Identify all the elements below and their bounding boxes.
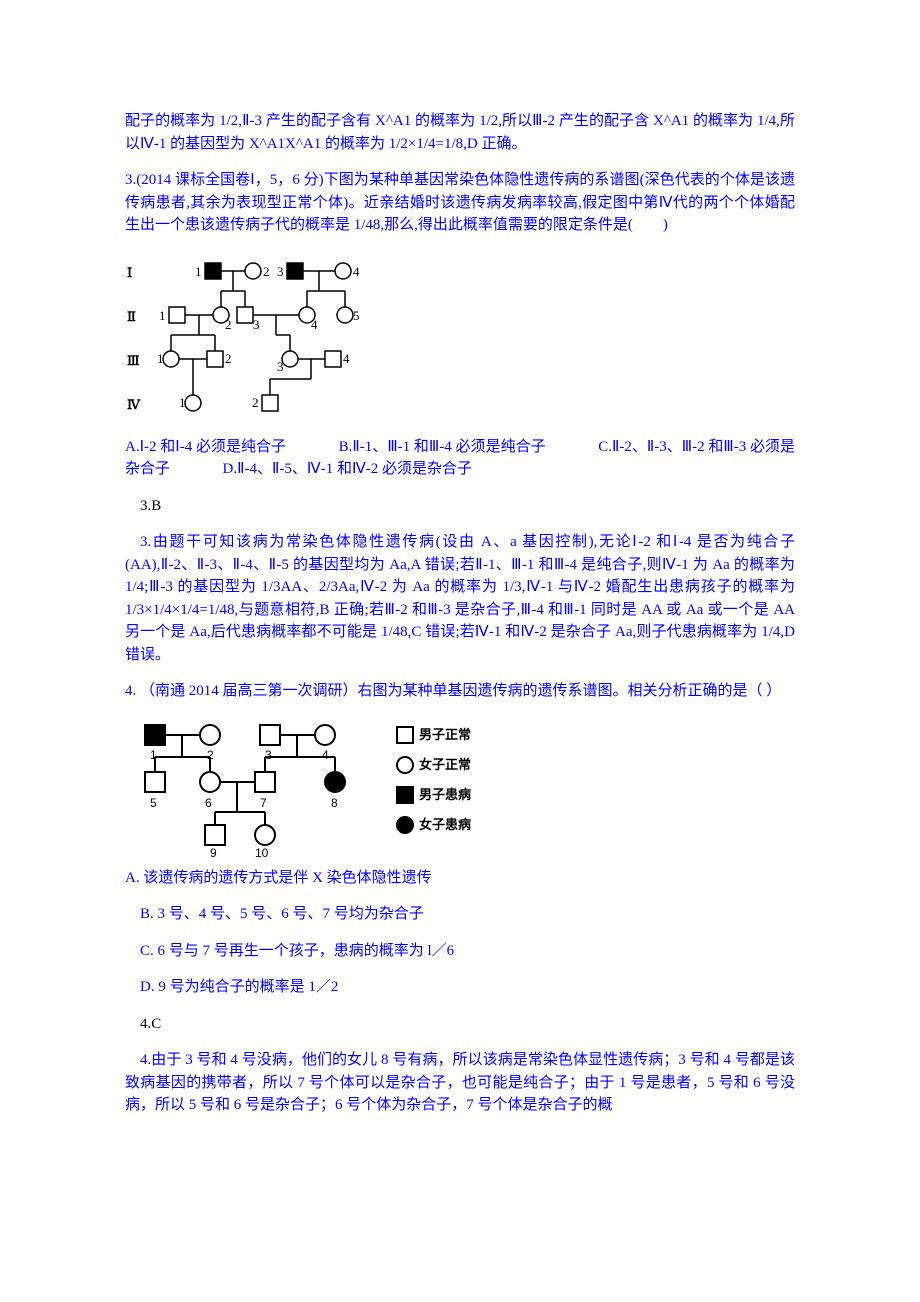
q4-explanation: 4.由于 3 号和 4 号没病，他们的女儿 8 号有病，所以该病是常染色体显性遗…: [125, 1049, 795, 1117]
q4-pedigree-wrap: 1 2 3 4 5: [125, 717, 795, 857]
q4-answer: 4.C: [125, 1013, 795, 1036]
q4-option-b-line: B. 3 号、4 号、5 号、6 号、7 号均为杂合子: [125, 903, 795, 926]
legend-label: 男子正常: [419, 725, 471, 745]
q4-option-a-line: A. 该遗传病的遗传方式是伴 X 染色体隐性遗传: [125, 867, 795, 890]
q3-option-a: A.Ⅰ-2 和Ⅰ-4 必须是纯合子: [125, 439, 286, 455]
q3-option-b: B.Ⅱ-1、Ⅲ-1 和Ⅲ-4 必须是纯合子: [339, 439, 546, 455]
legend-row-female-affected: 女子患病: [395, 815, 471, 835]
square-open-icon: [395, 725, 419, 745]
svg-text:2: 2: [225, 317, 232, 332]
svg-text:3: 3: [277, 264, 284, 279]
legend-label: 女子正常: [419, 755, 471, 775]
svg-text:3: 3: [265, 748, 272, 762]
circle-open-icon: [395, 755, 419, 775]
svg-text:4: 4: [353, 264, 360, 279]
svg-text:Ⅳ: Ⅳ: [127, 397, 141, 412]
svg-text:1: 1: [159, 308, 166, 323]
svg-text:1: 1: [195, 264, 202, 279]
q4-option-c-line: C. 6 号与 7 号再生一个孩子，患病的概率为 l／6: [125, 940, 795, 963]
q4-legend: 男子正常 女子正常 男子患病 女子患病: [395, 717, 471, 835]
svg-text:4: 4: [322, 748, 329, 762]
svg-text:Ⅲ: Ⅲ: [127, 353, 140, 368]
svg-text:1: 1: [179, 395, 186, 410]
square-filled-icon: [395, 785, 419, 805]
q4-pedigree-svg: 1 2 3 4 5: [125, 717, 375, 857]
q3-answer: 3.B: [125, 495, 795, 518]
q3-option-d: D.Ⅱ-4、Ⅱ-5、Ⅳ-1 和Ⅳ-2 必须是杂合子: [223, 461, 473, 477]
q3-stem: 3.(2014 课标全国卷Ⅰ，5，6 分)下图为某种单基因常染色体隐性遗传病的系…: [125, 169, 795, 237]
svg-text:5: 5: [353, 308, 360, 323]
svg-text:3: 3: [253, 317, 260, 332]
svg-text:1: 1: [157, 351, 164, 366]
prev-explanation: 配子的概率为 1/2,Ⅱ-3 产生的配子含有 X^A1 的概率为 1/2,所以Ⅲ…: [125, 110, 795, 155]
q3-explanation: 3.由题干可知该病为常染色体隐性遗传病(设由 A、a 基因控制),无论Ⅰ-2 和…: [125, 531, 795, 666]
svg-text:Ⅰ: Ⅰ: [127, 265, 132, 280]
svg-text:2: 2: [225, 351, 232, 366]
legend-row-female-normal: 女子正常: [395, 755, 471, 775]
svg-text:7: 7: [260, 796, 267, 810]
q3-pedigree: Ⅰ Ⅱ Ⅲ Ⅳ 1 2 3 4: [125, 251, 795, 426]
legend-row-male-affected: 男子患病: [395, 785, 471, 805]
svg-text:6: 6: [205, 796, 212, 810]
svg-text:2: 2: [263, 264, 270, 279]
page-container: 配子的概率为 1/2,Ⅱ-3 产生的配子含有 X^A1 的概率为 1/2,所以Ⅲ…: [0, 0, 920, 1157]
q4-option-d-line: D. 9 号为纯合子的概率是 1／2: [125, 976, 795, 999]
q3-options: A.Ⅰ-2 和Ⅰ-4 必须是纯合子 B.Ⅱ-1、Ⅲ-1 和Ⅲ-4 必须是纯合子 …: [125, 436, 795, 481]
legend-label: 男子患病: [419, 785, 471, 805]
svg-text:9: 9: [210, 846, 217, 857]
svg-text:3: 3: [277, 359, 284, 374]
q3-pedigree-svg: Ⅰ Ⅱ Ⅲ Ⅳ 1 2 3 4: [125, 251, 405, 426]
svg-text:4: 4: [311, 317, 318, 332]
svg-text:2: 2: [252, 395, 259, 410]
svg-text:4: 4: [343, 351, 350, 366]
q4-stem: 4. （南通 2014 届高三第一次调研）右图为某种单基因遗传病的遗传系谱图。相…: [125, 680, 795, 703]
legend-row-male-normal: 男子正常: [395, 725, 471, 745]
svg-text:Ⅱ: Ⅱ: [127, 309, 136, 324]
svg-text:5: 5: [150, 796, 157, 810]
legend-label: 女子患病: [419, 815, 471, 835]
circle-filled-icon: [395, 815, 419, 835]
svg-text:8: 8: [331, 796, 338, 810]
svg-text:10: 10: [255, 846, 269, 857]
